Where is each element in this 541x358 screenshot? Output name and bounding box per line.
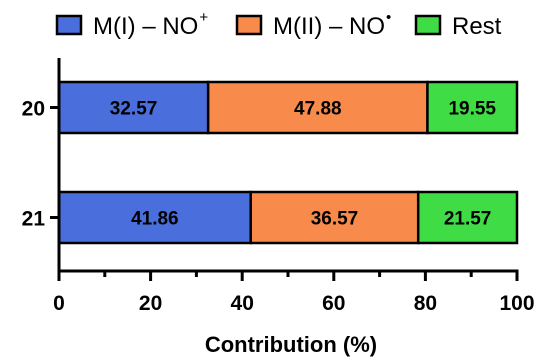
- bars: 32.57 47.88 19.55 41.86 36.57 21.57: [57, 80, 519, 245]
- y-tick-label: 20: [22, 98, 45, 121]
- legend-swatch: [55, 14, 83, 36]
- data-label: 47.88: [294, 99, 342, 120]
- bar-segment: [416, 190, 519, 245]
- x-tick-label: 60: [322, 292, 345, 315]
- legend-swatch: [235, 14, 263, 36]
- y-tick-label: 21: [22, 208, 46, 231]
- legend-label: Rest: [452, 13, 502, 40]
- x-tick-label: 100: [499, 292, 534, 315]
- x-tick-label: 0: [53, 292, 65, 315]
- legend-label-superscript: •: [386, 9, 391, 26]
- x-tick-label: 80: [414, 292, 437, 315]
- legend-label: M(II) – NO: [273, 13, 385, 40]
- bar-segment: [249, 190, 420, 245]
- bar-segment: [206, 80, 429, 135]
- legend-label: M(I) – NO: [93, 13, 198, 40]
- x-tick-label: 20: [139, 292, 162, 315]
- legend: M(I) – NO + M(II) – NO • Rest: [55, 9, 502, 40]
- data-label: 32.57: [110, 99, 158, 120]
- legend-swatch: [414, 14, 442, 36]
- data-label: 41.86: [131, 209, 179, 230]
- axes: 20 21 0 20 40 60 80 100: [22, 58, 535, 315]
- x-axis-label: Contribution (%): [205, 332, 377, 357]
- bar-segment: [426, 80, 519, 135]
- data-label: 21.57: [444, 209, 492, 230]
- data-label: 36.57: [311, 209, 359, 230]
- legend-label-superscript: +: [199, 9, 208, 26]
- data-label: 19.55: [448, 99, 496, 120]
- x-tick-label: 40: [231, 292, 254, 315]
